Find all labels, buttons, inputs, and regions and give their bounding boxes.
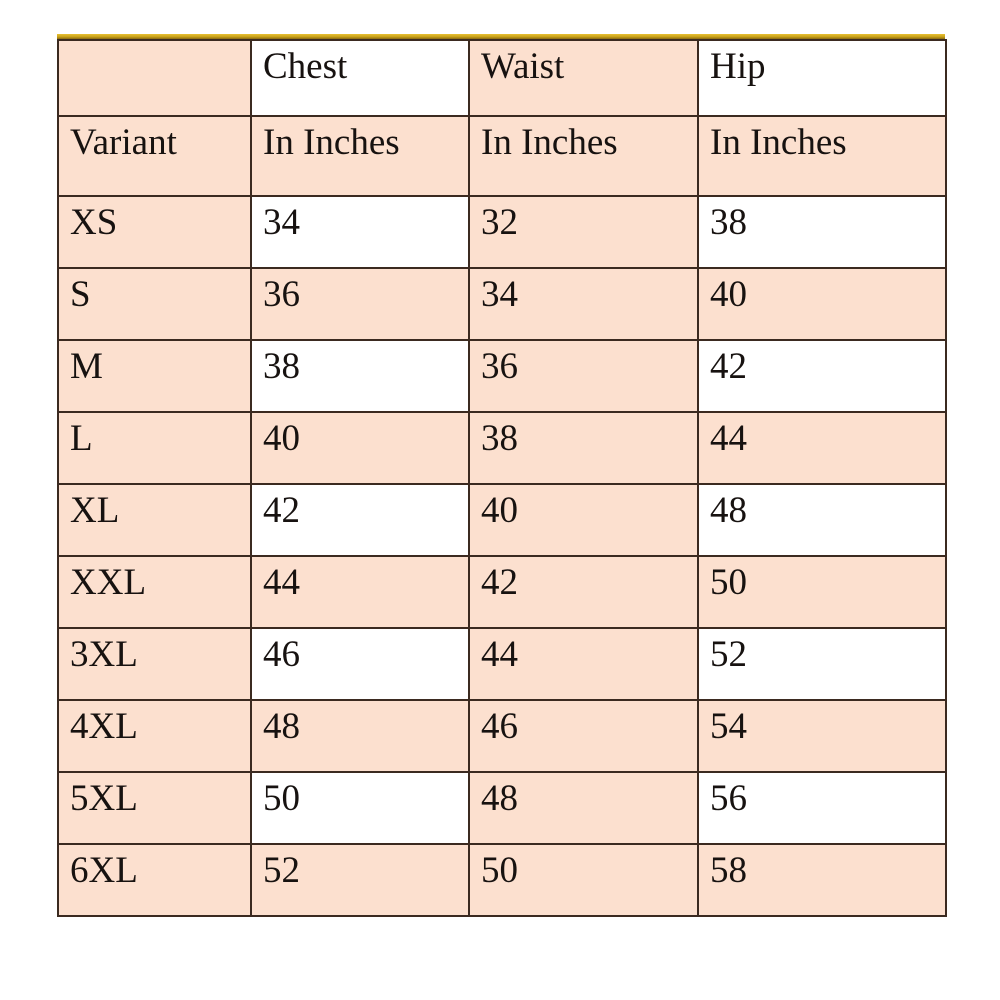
cell-chest: 42 [250,483,470,557]
cell-hip: 54 [697,699,947,773]
cell-hip: 42 [697,339,947,413]
table-row: 3XL 46 44 52 [57,627,947,701]
table-row: M 38 36 42 [57,339,947,413]
cell-waist: 44 [468,627,699,701]
cell-hip: 56 [697,771,947,845]
cell-hip: 58 [697,843,947,917]
table-row: L 40 38 44 [57,411,947,485]
header-hip-units: In Inches [697,115,947,197]
cell-variant: 3XL [57,627,252,701]
cell-variant: 6XL [57,843,252,917]
table-row: XL 42 40 48 [57,483,947,557]
header-chest-units: In Inches [250,115,470,197]
cell-waist: 34 [468,267,699,341]
cell-hip: 38 [697,195,947,269]
cell-hip: 50 [697,555,947,629]
cell-waist: 32 [468,195,699,269]
header-row-units: Variant In Inches In Inches In Inches [57,115,947,197]
header-waist-units: In Inches [468,115,699,197]
cell-variant: M [57,339,252,413]
cell-chest: 48 [250,699,470,773]
cell-waist: 36 [468,339,699,413]
cell-waist: 50 [468,843,699,917]
cell-variant: XXL [57,555,252,629]
cell-waist: 48 [468,771,699,845]
table-row: 6XL 52 50 58 [57,843,947,917]
cell-chest: 40 [250,411,470,485]
cell-hip: 40 [697,267,947,341]
cell-variant: XL [57,483,252,557]
cell-waist: 38 [468,411,699,485]
header-chest: Chest [250,39,470,117]
table-row: XS 34 32 38 [57,195,947,269]
header-corner-cell [57,39,252,117]
header-row-measurement: Chest Waist Hip [57,39,947,117]
cell-hip: 48 [697,483,947,557]
header-waist: Waist [468,39,699,117]
table-row: 5XL 50 48 56 [57,771,947,845]
cell-hip: 44 [697,411,947,485]
header-variant-label: Variant [57,115,252,197]
cell-chest: 38 [250,339,470,413]
table-row: S 36 34 40 [57,267,947,341]
table-row: XXL 44 42 50 [57,555,947,629]
cell-variant: 5XL [57,771,252,845]
cell-chest: 50 [250,771,470,845]
cell-waist: 42 [468,555,699,629]
cell-variant: 4XL [57,699,252,773]
cell-variant: L [57,411,252,485]
header-hip: Hip [697,39,947,117]
size-chart-container: Chest Waist Hip Variant In Inches In Inc… [57,34,947,917]
size-chart-table: Chest Waist Hip Variant In Inches In Inc… [57,39,947,917]
cell-waist: 46 [468,699,699,773]
cell-chest: 52 [250,843,470,917]
cell-chest: 44 [250,555,470,629]
size-chart-body: Chest Waist Hip Variant In Inches In Inc… [57,39,947,917]
cell-chest: 34 [250,195,470,269]
cell-hip: 52 [697,627,947,701]
cell-chest: 36 [250,267,470,341]
cell-variant: S [57,267,252,341]
cell-waist: 40 [468,483,699,557]
cell-variant: XS [57,195,252,269]
table-row: 4XL 48 46 54 [57,699,947,773]
table-top-rule [57,34,945,39]
cell-chest: 46 [250,627,470,701]
